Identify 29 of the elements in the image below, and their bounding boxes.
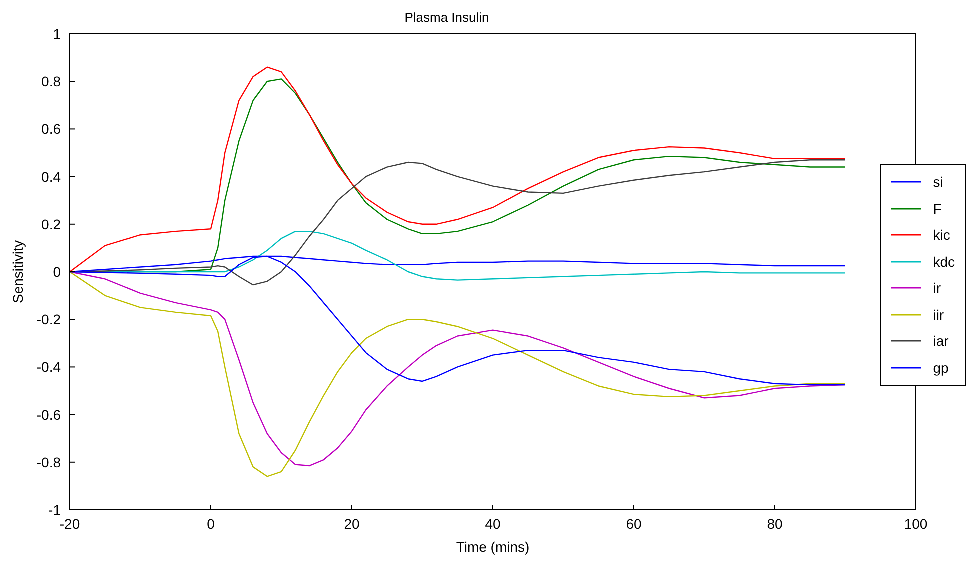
legend-label: gp bbox=[933, 358, 949, 378]
x-tick-label: 20 bbox=[344, 516, 360, 532]
y-tick-label: 0.2 bbox=[42, 216, 62, 232]
y-tick-label: 0.4 bbox=[42, 168, 62, 185]
x-tick-label: 40 bbox=[485, 516, 501, 532]
x-tick-label: 100 bbox=[904, 516, 928, 532]
legend-label: ir bbox=[933, 279, 941, 298]
y-tick-label: -0.6 bbox=[36, 406, 62, 423]
y-tick-label: -0.2 bbox=[36, 312, 62, 328]
legend-label: kic bbox=[933, 226, 950, 245]
x-tick-label: 60 bbox=[626, 516, 642, 532]
chart-title: Plasma Insulin bbox=[404, 10, 490, 25]
y-tick-label: -0.8 bbox=[36, 454, 62, 470]
y-tick-label: 0.6 bbox=[42, 121, 62, 138]
x-tick-label: 80 bbox=[767, 516, 783, 532]
y-axis-title: Sensitivity bbox=[10, 240, 26, 304]
y-tick-label: 1 bbox=[53, 26, 62, 42]
x-tick-label: -20 bbox=[60, 516, 80, 532]
x-axis-title: Time (mins) bbox=[456, 539, 530, 555]
y-tick-label: -1 bbox=[48, 502, 62, 518]
legend-label: iar bbox=[933, 332, 949, 351]
y-tick-label: 0 bbox=[53, 264, 62, 280]
x-tick-label: 0 bbox=[207, 516, 216, 532]
y-tick-label: 0.8 bbox=[42, 74, 62, 90]
legend-label: iir bbox=[933, 306, 944, 324]
legend-label: si bbox=[933, 173, 944, 192]
y-tick-label: -0.4 bbox=[36, 359, 62, 376]
legend-label: kdc bbox=[933, 252, 955, 272]
legend-label: F bbox=[933, 200, 942, 218]
